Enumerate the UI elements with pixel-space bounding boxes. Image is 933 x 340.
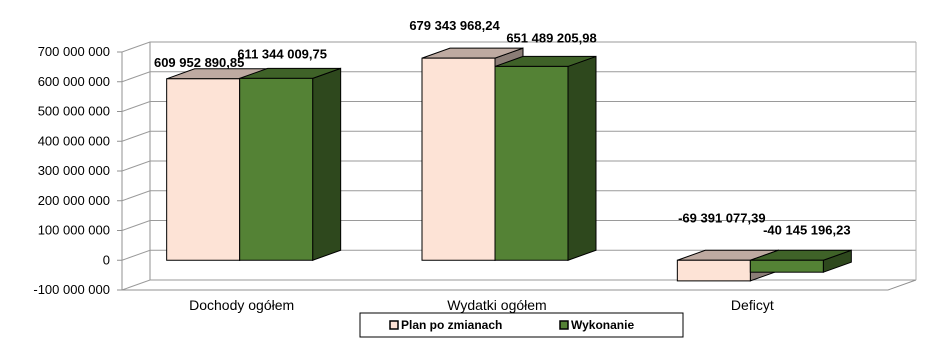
gridline — [121, 41, 916, 53]
data-label: 651 489 205,98 — [506, 30, 596, 45]
data-label: 611 344 009,75 — [237, 46, 327, 61]
floor-edge-right — [887, 279, 917, 291]
y-tick-label: 600 000 000 — [38, 74, 110, 89]
legend-box — [359, 312, 684, 338]
gridline — [121, 190, 916, 202]
y-tick-label: 100 000 000 — [38, 223, 110, 238]
category-label: Dochody ogółem — [189, 297, 294, 313]
gridline — [121, 130, 916, 142]
legend-label: Plan po zmianach — [401, 318, 502, 332]
legend: Plan po zmianach Wykonanie — [359, 312, 684, 338]
bar-front — [239, 77, 314, 261]
y-tick-label: -100 000 000 — [33, 282, 110, 297]
gridline — [121, 249, 916, 261]
data-label: 679 343 968,24 — [409, 18, 500, 33]
gridlines — [121, 41, 917, 291]
bar — [239, 67, 342, 261]
category-label: Wydatki ogółem — [447, 297, 546, 313]
legend-swatch — [389, 320, 399, 330]
data-label: 609 952 890,85 — [154, 55, 244, 70]
gridline — [121, 160, 916, 172]
x-axis-categories: Dochody ogółem Wydatki ogółem Deficyt — [189, 297, 774, 313]
legend-swatch — [559, 320, 569, 330]
gridline — [121, 101, 916, 112]
bar-front — [166, 78, 241, 261]
bar-front — [749, 259, 824, 273]
bars — [166, 47, 852, 282]
y-tick-label: 700 000 000 — [38, 44, 110, 59]
legend-label: Wykonanie — [571, 318, 634, 332]
y-tick-label: 300 000 000 — [38, 163, 110, 178]
gridline — [121, 220, 916, 231]
category-label: Deficyt — [731, 297, 774, 313]
y-tick-label: 400 000 000 — [38, 133, 110, 148]
bar-front — [676, 259, 751, 282]
bar-front — [494, 65, 569, 261]
y-tick-label: 200 000 000 — [38, 193, 110, 208]
y-axis-ticks: 700 000 000 600 000 000 500 000 000 400 000… — [33, 44, 122, 297]
bar — [494, 55, 597, 261]
y-tick-label: 500 000 000 — [38, 104, 110, 119]
bar — [749, 249, 852, 273]
y-tick-label: 0 — [103, 252, 110, 267]
data-label: -40 145 196,23 — [763, 222, 850, 237]
data-label: -69 391 077,39 — [678, 210, 765, 225]
bar-front — [421, 57, 496, 261]
bar-side — [567, 55, 597, 261]
gridline — [121, 71, 916, 83]
bar-side — [312, 67, 342, 261]
gridline — [121, 279, 916, 291]
